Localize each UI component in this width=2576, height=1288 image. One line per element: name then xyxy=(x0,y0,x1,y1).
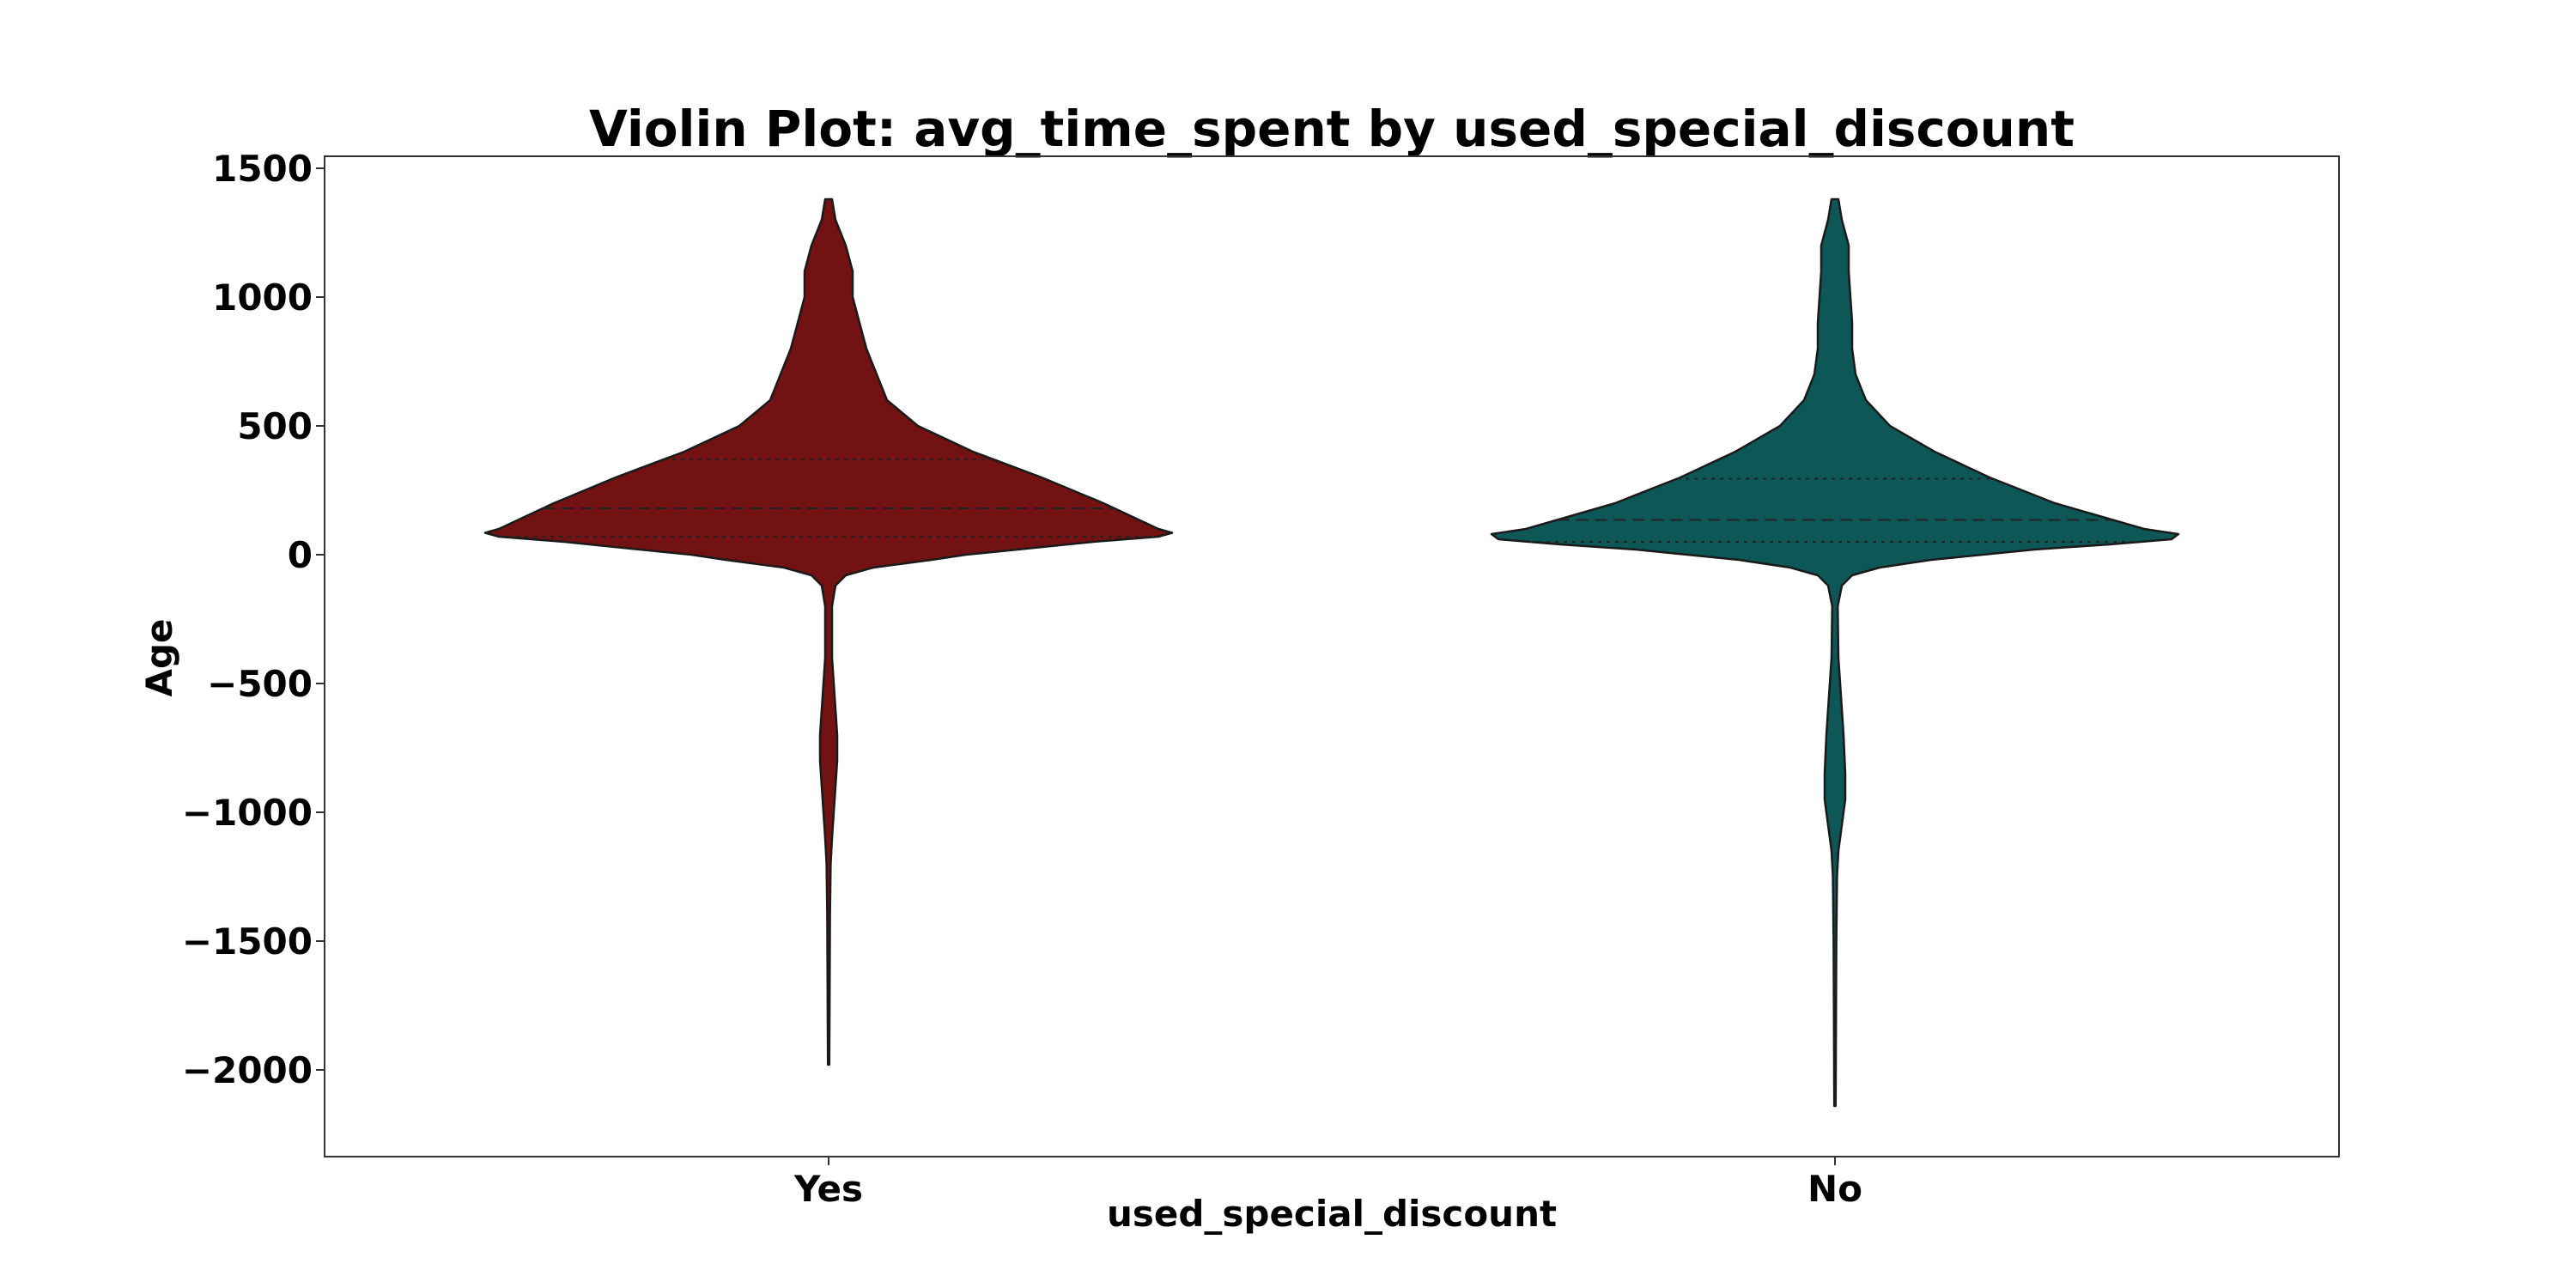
y-tick-label: −500 xyxy=(207,663,313,705)
x-axis-label: used_special_discount xyxy=(1107,1193,1557,1235)
x-axis: Yes No xyxy=(793,1157,1862,1210)
y-tick-label: −1500 xyxy=(182,920,313,963)
y-axis-label: Age xyxy=(138,618,180,696)
y-tick-label: 0 xyxy=(288,534,313,576)
y-tick-label: −2000 xyxy=(182,1049,313,1091)
y-tick-label: 1500 xyxy=(212,148,313,190)
y-axis: 1500 1000 500 0 −500 −1000 −1500 −2000 xyxy=(182,148,325,1091)
y-tick-label: 500 xyxy=(237,405,313,447)
violin-no xyxy=(1490,197,2180,1108)
violin-yes xyxy=(483,197,1174,1066)
y-tick-label: −1000 xyxy=(182,792,313,834)
x-tick-label-no: No xyxy=(1807,1168,1862,1210)
y-tick-label: 1000 xyxy=(212,276,313,319)
chart-title: Violin Plot: avg_time_spent by used_spec… xyxy=(589,100,2075,158)
plot-frame xyxy=(324,155,2340,1157)
x-tick-label-yes: Yes xyxy=(793,1168,863,1210)
violins-group xyxy=(483,197,2180,1108)
